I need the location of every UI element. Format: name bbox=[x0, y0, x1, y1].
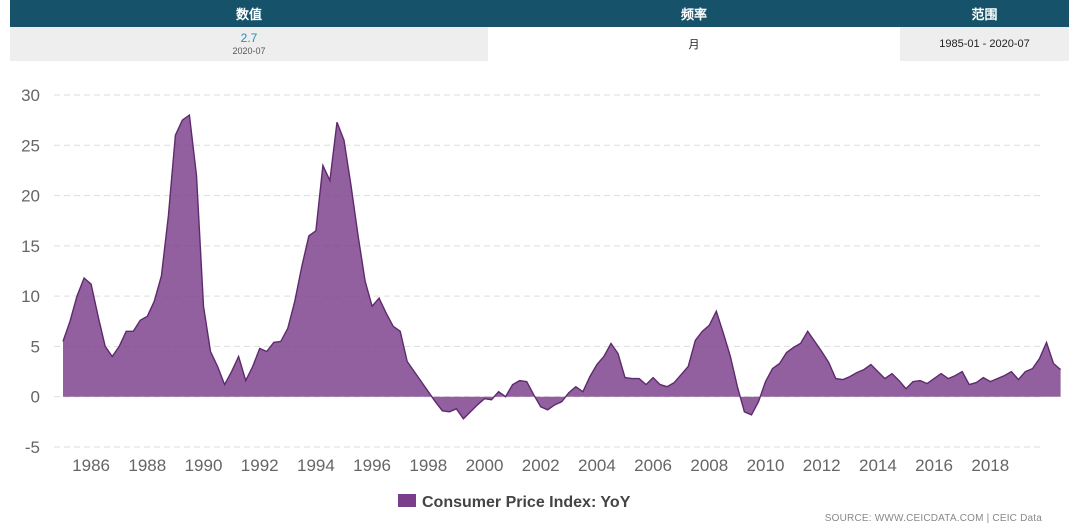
y-axis-tick-labels: 30 25 20 15 10 5 0 -5 bbox=[21, 86, 40, 457]
summary-header: 数值 频率 范围 bbox=[10, 0, 1069, 27]
x-tick-label: 2010 bbox=[747, 456, 785, 475]
series-line bbox=[62, 113, 1062, 420]
range-value: 1985-01 - 2020-07 bbox=[939, 38, 1030, 50]
legend: Consumer Price Index: YoY bbox=[398, 494, 631, 511]
latest-value: 2.7 bbox=[240, 30, 258, 45]
summary-table: 数值 频率 范围 2.7 2020-07 月 1985-01 - 2020-07 bbox=[10, 0, 1069, 61]
legend-swatch bbox=[398, 494, 416, 507]
latest-date: 2020-07 bbox=[232, 45, 266, 56]
x-tick-label: 1988 bbox=[128, 456, 166, 475]
x-tick-label: 2004 bbox=[578, 456, 616, 475]
y-tick-label: -5 bbox=[25, 438, 40, 457]
x-tick-label: 2016 bbox=[915, 456, 953, 475]
series-area-layer bbox=[62, 113, 1062, 420]
x-tick-label: 2006 bbox=[634, 456, 672, 475]
frequency-value: 月 bbox=[688, 39, 700, 51]
x-tick-label: 1996 bbox=[353, 456, 391, 475]
frequency-cell: 月 bbox=[488, 27, 900, 61]
x-tick-label: 1990 bbox=[185, 456, 223, 475]
summary-row: 2.7 2020-07 月 1985-01 - 2020-07 bbox=[10, 27, 1069, 61]
grid-lines bbox=[54, 94, 1040, 448]
x-tick-label: 2000 bbox=[466, 456, 504, 475]
range-cell: 1985-01 - 2020-07 bbox=[900, 27, 1069, 61]
x-tick-label: 2014 bbox=[859, 456, 897, 475]
header-value: 数值 bbox=[235, 7, 262, 22]
x-tick-label: 1992 bbox=[241, 456, 279, 475]
value-cell: 2.7 2020-07 bbox=[10, 27, 488, 61]
header-range: 范围 bbox=[971, 7, 998, 22]
x-tick-label: 1986 bbox=[72, 456, 110, 475]
x-tick-label: 2008 bbox=[690, 456, 728, 475]
y-tick-label: 15 bbox=[21, 237, 40, 256]
x-tick-label: 2002 bbox=[522, 456, 560, 475]
x-tick-label: 1998 bbox=[409, 456, 447, 475]
source-credit: SOURCE: WWW.CEICDATA.COM | CEIC Data bbox=[824, 513, 1042, 524]
x-tick-label: 2018 bbox=[971, 456, 1009, 475]
x-tick-label: 1994 bbox=[297, 456, 335, 475]
y-tick-label: 30 bbox=[21, 86, 40, 105]
y-tick-label: 25 bbox=[21, 136, 40, 155]
x-axis-tick-labels: 1986 1988 1990 1992 1994 1996 1998 2000 2002 2004… bbox=[72, 456, 1009, 475]
y-tick-label: 0 bbox=[31, 388, 40, 407]
legend-label: Consumer Price Index: YoY bbox=[422, 494, 631, 511]
series-area bbox=[63, 115, 1061, 419]
header-frequency: 频率 bbox=[680, 7, 707, 22]
y-tick-label: 5 bbox=[31, 337, 40, 356]
y-tick-label: 10 bbox=[21, 287, 40, 306]
y-tick-label: 20 bbox=[21, 187, 40, 206]
x-tick-label: 2012 bbox=[803, 456, 841, 475]
